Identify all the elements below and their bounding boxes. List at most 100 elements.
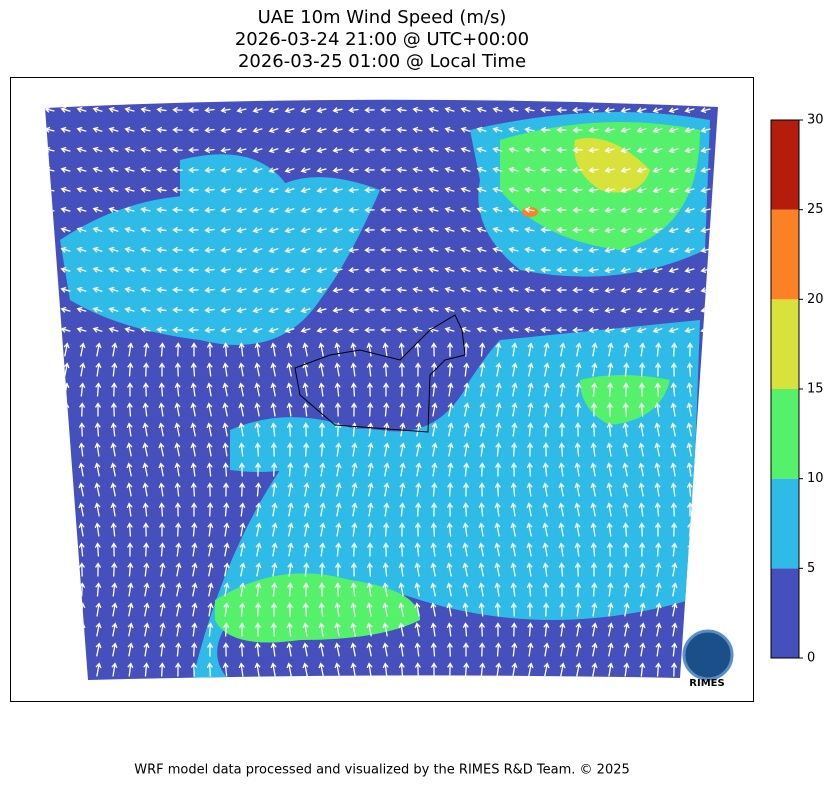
wind-arrow [412,126,423,133]
wind-arrow [430,522,437,537]
wind-arrow [543,622,550,637]
wind-arrow [414,582,421,597]
wind-arrow [607,642,614,657]
wind-arrow [92,126,103,133]
wind-arrow [239,482,246,497]
wind-arrow [60,326,71,333]
wind-arrow [572,287,583,294]
wind-arrow [143,362,150,377]
colorbar-bin [771,568,799,658]
wind-arrow [62,482,69,497]
wind-arrow [110,522,117,537]
wind-arrow [476,126,487,133]
wind-arrow [380,166,391,174]
wind-arrow [220,127,231,134]
wind-arrow [622,442,629,457]
wind-arrow [639,342,646,357]
wind-arrow [175,562,182,577]
wind-arrow [190,442,197,457]
wind-arrow [462,582,469,597]
wind-arrow [511,642,518,657]
wind-arrow [527,362,534,377]
wind-arrow [415,482,422,497]
wind-arrow [654,382,661,397]
wind-arrow [239,562,246,577]
wind-arrow [686,402,693,417]
wind-arrow [108,206,119,213]
wind-arrow [143,342,150,357]
wind-arrow [238,342,245,357]
wind-arrow [636,147,647,154]
wind-arrow [172,286,183,294]
wind-arrow [78,522,85,537]
wind-arrow [204,307,215,314]
wind-arrow [222,382,229,397]
wind-arrow [572,187,583,194]
wind-arrow [572,267,583,274]
wind-arrow [494,482,501,497]
wind-arrow [62,522,69,537]
wind-arrow [175,602,182,617]
wind-arrow [351,542,358,557]
wind-arrow [382,602,389,617]
wind-arrow [332,307,343,314]
wind-arrow [191,602,198,617]
colorbar-tick-label: 30 [807,113,824,128]
wind-arrow [508,206,519,213]
wind-arrow [94,422,101,437]
logo-text: RIMES [689,678,724,689]
wind-arrow [142,502,149,517]
wind-arrow [255,522,262,537]
wind-arrow [668,107,679,114]
wind-arrow [348,107,359,114]
wind-arrow [284,247,295,254]
wind-arrow [383,502,390,517]
wind-arrow [252,107,263,114]
wind-arrow [254,342,261,357]
wind-arrow [318,622,325,637]
wind-arrow [412,206,423,213]
wind-arrow [508,246,519,253]
wind-arrow [572,127,583,134]
wind-arrow [60,186,71,193]
wind-arrow [364,286,375,294]
wind-arrow [110,542,117,557]
wind-arrow [559,362,566,377]
wind-arrow [238,642,245,657]
wind-arrow [396,246,407,253]
wind-arrow [287,542,294,557]
wind-arrow [495,342,502,357]
wind-arrow [92,106,103,113]
wind-arrow [95,582,102,597]
wind-arrow [524,246,535,253]
wind-arrow [156,126,167,133]
wind-arrow [127,602,134,617]
wind-arrow [108,106,119,113]
wind-arrow [332,247,343,254]
wind-arrow [638,422,645,437]
wind-arrow [556,186,567,194]
wind-arrow [604,327,615,334]
wind-arrow [63,602,70,617]
wind-arrow [335,442,342,457]
wind-arrow [348,267,359,274]
wind-arrow [268,287,279,294]
wind-arrow [670,442,677,457]
wind-arrow [446,582,453,597]
wind-arrow [556,106,567,114]
wind-arrow [654,462,661,477]
wind-arrow [303,442,310,457]
wind-arrow [366,382,373,397]
wind-arrow [623,622,630,637]
wind-arrow [414,622,421,637]
wind-arrow [79,342,86,357]
wind-arrow [670,382,677,397]
wind-arrow [398,542,405,557]
wind-arrow [447,382,454,397]
wind-arrow [668,247,679,254]
wind-arrow [124,226,135,233]
wind-arrow [367,422,374,437]
wind-arrow [159,562,166,577]
wind-arrow [302,362,309,377]
wind-arrow [623,642,630,657]
